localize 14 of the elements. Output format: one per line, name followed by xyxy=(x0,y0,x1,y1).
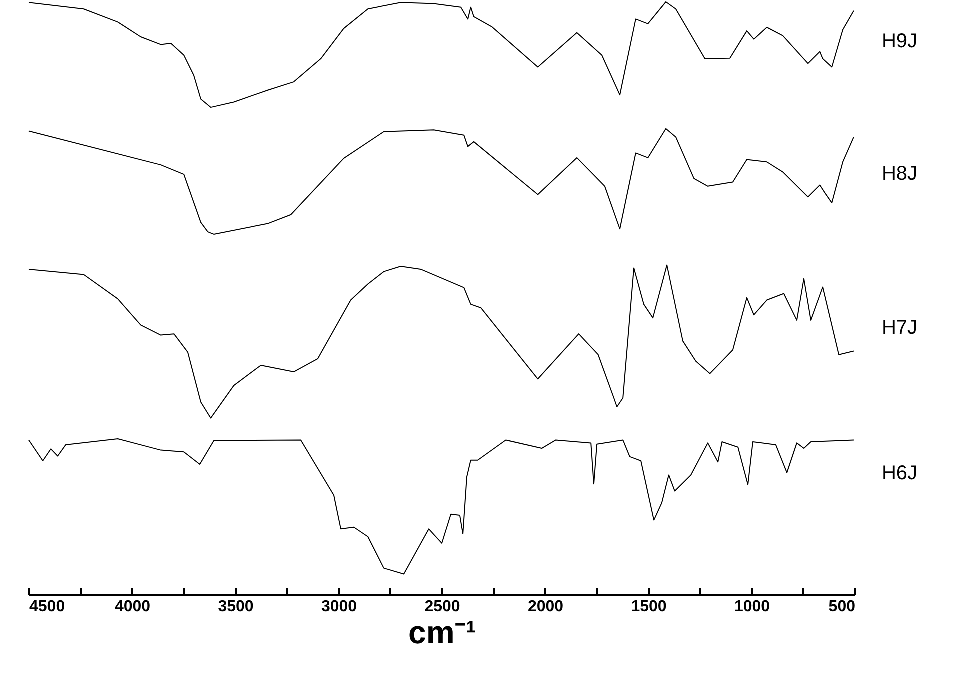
x-tick-label: 2500 xyxy=(424,598,460,616)
x-tick-label: 1000 xyxy=(734,598,770,616)
x-axis-title: cm⁻¹ xyxy=(408,614,476,650)
x-tick-label: 3000 xyxy=(321,598,358,616)
x-tick-label: 1500 xyxy=(631,598,667,616)
x-tick-label: 4500 xyxy=(30,598,66,616)
x-tick-label: 2000 xyxy=(528,598,564,616)
series-label: H9J xyxy=(882,30,918,53)
series-label: H6J xyxy=(882,462,918,484)
x-tick-label: 4000 xyxy=(114,598,151,616)
x-tick-label: 3500 xyxy=(218,598,254,616)
series-label: H7J xyxy=(882,316,918,339)
series-label: H8J xyxy=(882,162,918,185)
x-tick-label: 500 xyxy=(828,598,856,616)
